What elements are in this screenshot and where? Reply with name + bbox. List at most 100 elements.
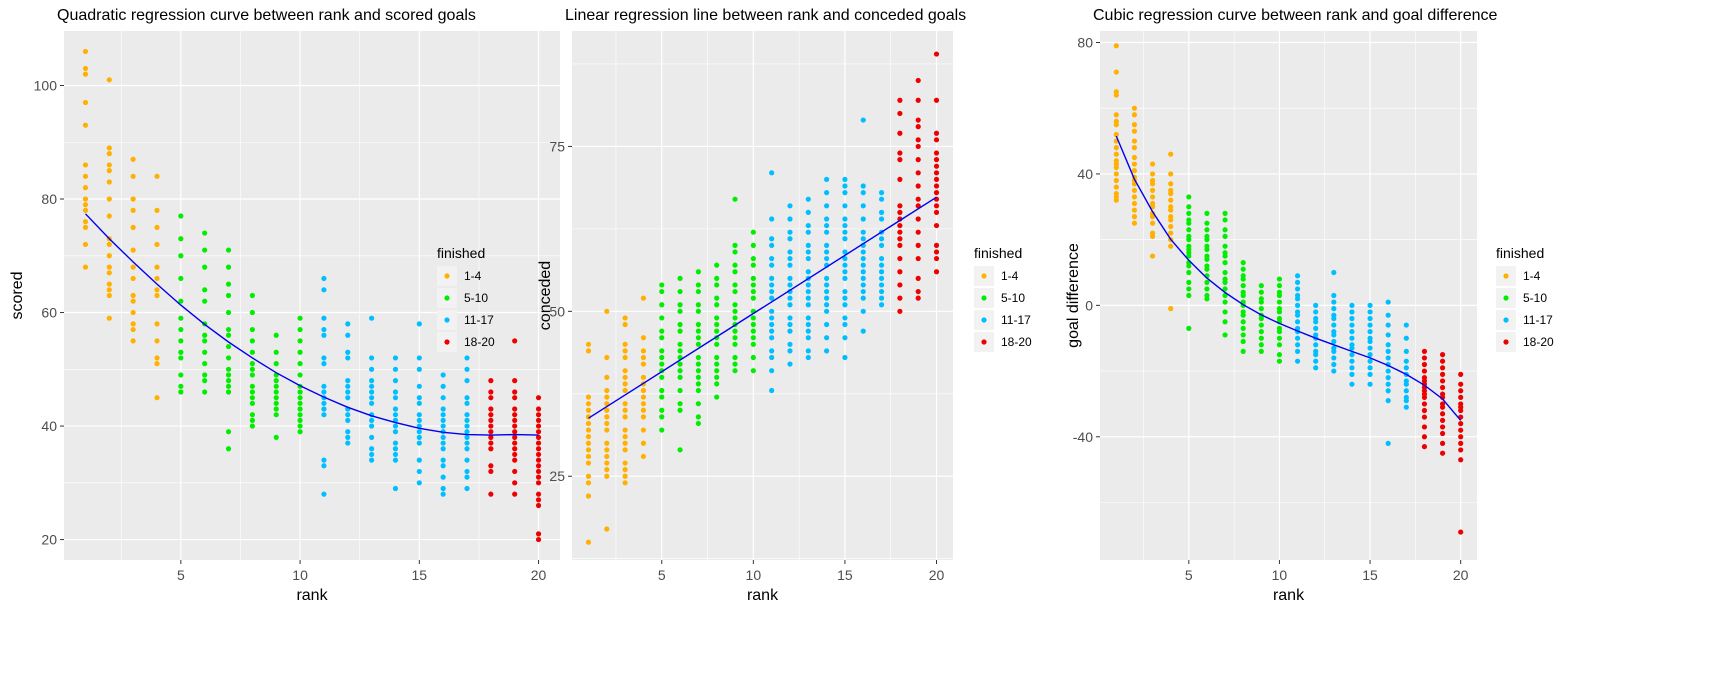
data-point (464, 474, 470, 480)
data-point (1186, 210, 1192, 216)
data-point (464, 366, 470, 372)
data-point (369, 355, 375, 361)
data-point (535, 412, 542, 418)
data-point (178, 236, 184, 242)
data-point (202, 349, 208, 355)
data-point (1367, 322, 1373, 328)
data-point (604, 460, 610, 466)
data-point (1331, 322, 1337, 328)
data-point (416, 429, 422, 435)
data-point (677, 328, 683, 334)
data-point (1349, 358, 1355, 364)
legend-key-5-10 (444, 295, 450, 301)
data-point (933, 190, 940, 196)
data-point (1258, 289, 1264, 295)
data-point (805, 335, 811, 341)
data-point (787, 302, 793, 308)
data-point (1168, 243, 1174, 249)
data-point (860, 236, 866, 242)
data-point (1439, 384, 1446, 391)
y-tick-label: 0 (1085, 297, 1093, 313)
x-axis-title: rank (296, 587, 328, 604)
data-point (1458, 447, 1464, 453)
data-point (130, 292, 136, 299)
data-point (1240, 276, 1246, 282)
data-point (130, 156, 136, 162)
data-point (297, 395, 303, 401)
data-point (1204, 210, 1210, 216)
data-point (787, 275, 793, 281)
data-point (1331, 361, 1337, 368)
data-point (1349, 302, 1355, 308)
data-point (297, 389, 303, 395)
data-point (1349, 345, 1355, 351)
data-point (915, 196, 921, 202)
data-point (535, 446, 542, 452)
data-point (345, 429, 351, 435)
data-point (824, 203, 830, 209)
data-point (714, 361, 720, 367)
data-point (787, 341, 793, 347)
data-point (1421, 394, 1428, 400)
data-point (604, 308, 610, 314)
data-point (1113, 164, 1119, 170)
data-point (130, 275, 136, 282)
data-point (321, 463, 327, 469)
data-point (842, 295, 848, 301)
data-point (1458, 529, 1464, 535)
data-point (106, 162, 112, 168)
data-point (249, 338, 255, 344)
data-point (1385, 375, 1391, 381)
data-point (369, 395, 375, 401)
data-point (897, 130, 903, 136)
data-point (915, 77, 921, 84)
data-point (1240, 312, 1246, 318)
data-point (321, 491, 327, 497)
data-point (512, 491, 518, 497)
data-point (824, 321, 830, 328)
legend-label: 5-10 (1001, 291, 1025, 305)
data-point (345, 355, 351, 361)
data-point (677, 368, 683, 374)
data-point (878, 216, 885, 222)
data-point (82, 196, 89, 202)
data-point (249, 383, 255, 389)
data-point (1222, 332, 1228, 338)
x-tick-label: 20 (929, 567, 945, 583)
data-point (769, 255, 775, 262)
data-point (1258, 306, 1264, 312)
data-point (1403, 358, 1409, 364)
data-point (416, 468, 422, 475)
data-point (1204, 256, 1210, 262)
data-point (416, 400, 422, 406)
data-point (842, 255, 848, 262)
data-point (842, 229, 848, 235)
data-point (273, 389, 279, 395)
data-point (860, 183, 866, 189)
data-point (732, 249, 738, 255)
data-point (824, 190, 830, 196)
data-point (732, 361, 738, 367)
data-point (878, 196, 885, 202)
data-point (695, 282, 701, 288)
data-point (512, 440, 518, 446)
data-point (1421, 424, 1428, 430)
data-point (1149, 171, 1156, 177)
data-point (1276, 352, 1283, 358)
data-point (130, 321, 136, 327)
data-point (535, 502, 542, 509)
data-point (915, 157, 921, 163)
data-point (897, 203, 903, 209)
data-point (1385, 398, 1391, 404)
data-point (1113, 184, 1119, 190)
data-point (1421, 444, 1428, 450)
data-point (416, 395, 422, 401)
data-point (106, 270, 112, 276)
data-point (225, 309, 232, 316)
data-point (695, 374, 701, 380)
data-point (640, 295, 647, 301)
legend-label: 11-17 (1001, 313, 1031, 327)
data-point (1385, 440, 1391, 446)
data-point (622, 354, 628, 361)
data-point (512, 378, 518, 384)
